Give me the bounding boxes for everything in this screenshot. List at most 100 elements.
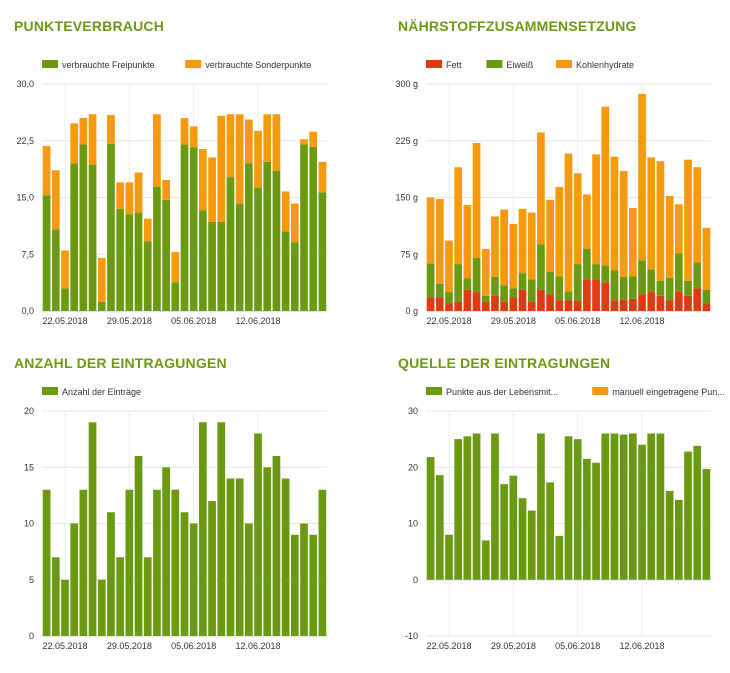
bar (573, 300, 582, 311)
y-tick-label: 0 (413, 575, 418, 585)
bar (235, 478, 244, 636)
legend-swatch (426, 387, 442, 395)
y-tick-label: 150 g (395, 193, 418, 203)
x-tick-label: 12.06.2018 (236, 641, 281, 651)
bar (527, 279, 536, 302)
bar (537, 433, 545, 580)
bar (272, 114, 281, 172)
bar (42, 195, 51, 311)
bar (180, 144, 189, 311)
bar (537, 289, 545, 311)
bar (592, 462, 600, 580)
bar (463, 289, 472, 311)
bar (647, 269, 656, 293)
bar (300, 144, 308, 311)
bar (638, 260, 646, 295)
bar (153, 114, 161, 187)
bar (665, 490, 674, 580)
bar (116, 557, 125, 636)
bar (463, 278, 472, 290)
bar (500, 301, 509, 311)
bar (318, 161, 327, 193)
bar (518, 289, 527, 311)
bar (263, 467, 272, 636)
bar (537, 132, 545, 245)
bar (500, 484, 509, 580)
bar (171, 282, 180, 311)
bar (281, 191, 290, 232)
bar (189, 523, 198, 636)
y-tick-label: 22,5 (16, 136, 34, 146)
x-tick-label: 29.05.2018 (491, 641, 536, 651)
y-tick-label: 15,0 (16, 193, 34, 203)
bar (116, 182, 125, 209)
bar (435, 199, 444, 284)
bar (300, 139, 308, 145)
bar (628, 298, 637, 311)
bar (88, 422, 97, 636)
bar (254, 187, 262, 311)
bar (254, 433, 262, 636)
bar (481, 301, 490, 311)
chart-naehrstoffzusammensetzung: NÄHRSTOFFZUSAMMENSETZUNG Fett Eiweiß Kohle… (384, 0, 730, 336)
bar (481, 295, 490, 302)
bar (42, 146, 51, 196)
bar (546, 482, 554, 580)
legend-swatch (426, 60, 442, 68)
bar (454, 301, 463, 311)
bar (88, 114, 97, 165)
bar (537, 244, 545, 290)
bar (518, 273, 527, 290)
bar (564, 300, 573, 311)
bar (601, 106, 610, 266)
bar (171, 489, 180, 636)
bar (263, 161, 272, 311)
bar (647, 157, 656, 270)
bar (153, 489, 161, 636)
bar (189, 126, 198, 148)
bar (564, 291, 573, 301)
y-tick-label: 20 (408, 462, 418, 472)
bar (647, 433, 656, 580)
bar (610, 433, 619, 580)
bar (134, 172, 143, 213)
y-tick-label: 75 g (400, 249, 418, 259)
bar (665, 277, 674, 301)
chart-punkteverbrauch: PUNKTEVERBRAUCH verbrauchte Freipunkte ve… (0, 0, 365, 336)
bar (180, 512, 189, 636)
x-tick-label: 05.06.2018 (171, 316, 216, 326)
chart-anzahl-der-eintragungen: ANZAHL DER EINTRAGUNGEN Anzahl der Eintr… (0, 337, 365, 673)
bar (208, 157, 216, 222)
x-tick-label: 12.06.2018 (620, 641, 665, 651)
bar (546, 271, 554, 295)
bar (555, 535, 564, 580)
legend-label: Eiweiß (506, 60, 534, 70)
bar (180, 118, 189, 145)
legend-swatch (592, 387, 609, 395)
bar (445, 240, 453, 293)
bar (647, 292, 656, 311)
bar (481, 248, 490, 296)
bar (509, 475, 518, 580)
x-tick-label: 05.06.2018 (555, 316, 600, 326)
bar (472, 292, 481, 311)
chart-svg: Punkte aus der Lebensmit... manuell einge… (405, 387, 725, 651)
bar (125, 489, 134, 636)
bar (573, 264, 582, 301)
bar (97, 258, 106, 302)
bar (300, 523, 308, 636)
y-tick-label: 10 (408, 519, 418, 529)
bar (555, 300, 564, 311)
bar (481, 540, 490, 580)
y-tick-label: 10 (24, 519, 34, 529)
x-tick-label: 05.06.2018 (171, 641, 216, 651)
chart-quelle-der-eintragungen: QUELLE DER EINTRAGUNGEN Punkte aus der L… (384, 337, 730, 673)
bar (656, 161, 665, 281)
bar (518, 498, 527, 580)
chart-title: ANZAHL DER EINTRAGUNGEN (14, 355, 227, 371)
bar (70, 163, 79, 311)
bar (235, 114, 244, 204)
bar (272, 456, 281, 636)
bar (693, 445, 702, 580)
bar (116, 208, 125, 311)
